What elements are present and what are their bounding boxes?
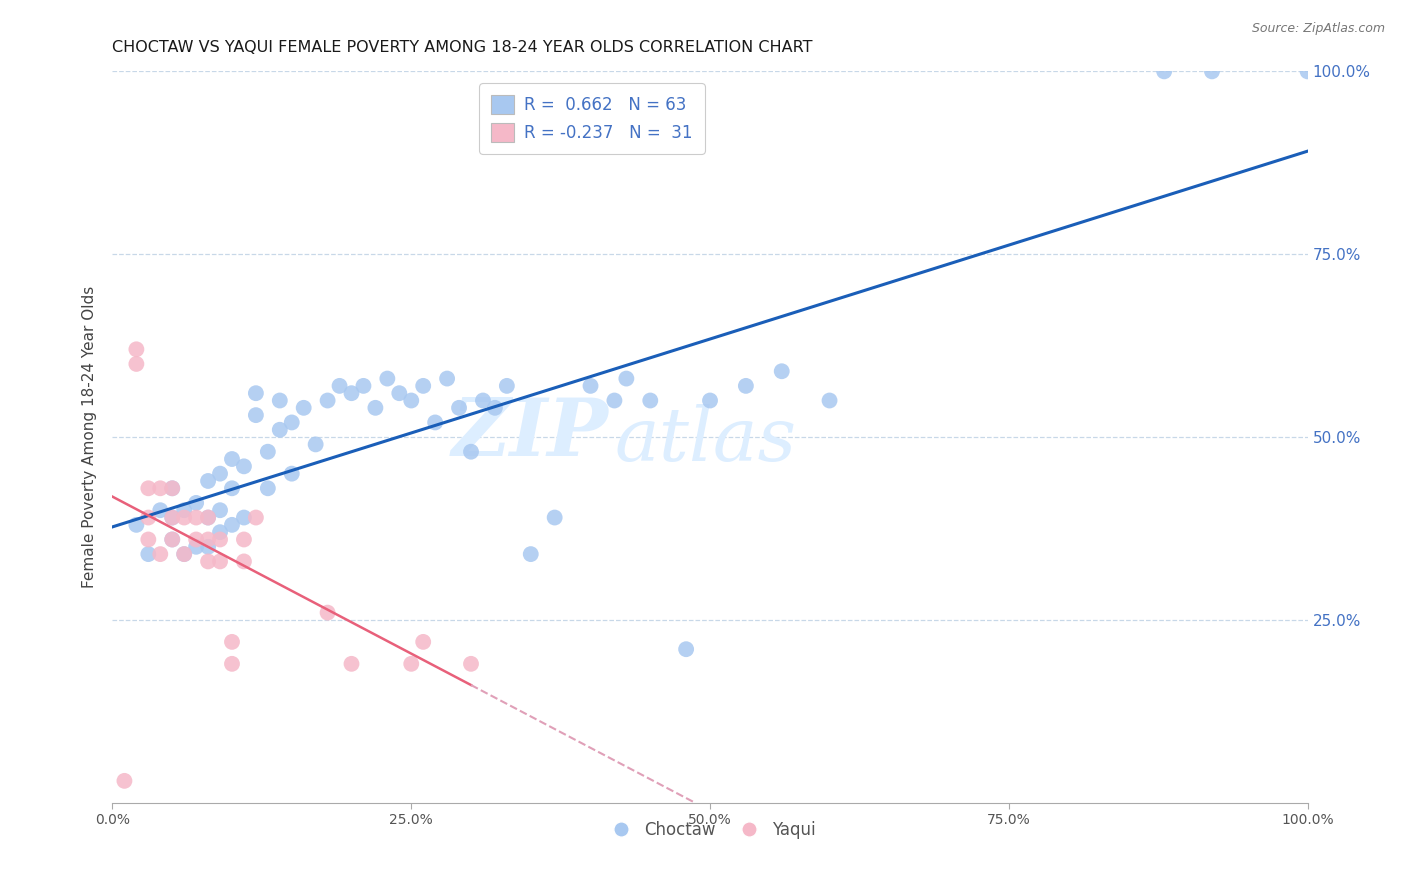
- Point: [579, 379, 602, 393]
- Point: [735, 379, 758, 393]
- Point: [209, 525, 232, 540]
- Point: [640, 393, 662, 408]
- Point: [245, 408, 267, 422]
- Point: [221, 635, 243, 649]
- Point: [221, 452, 243, 467]
- Point: [233, 554, 256, 568]
- Point: [352, 379, 374, 393]
- Point: [233, 459, 256, 474]
- Point: [221, 517, 243, 532]
- Point: [125, 517, 148, 532]
- Point: [520, 547, 543, 561]
- Point: [149, 481, 172, 495]
- Point: [292, 401, 315, 415]
- Text: CHOCTAW VS YAQUI FEMALE POVERTY AMONG 18-24 YEAR OLDS CORRELATION CHART: CHOCTAW VS YAQUI FEMALE POVERTY AMONG 18…: [112, 40, 813, 55]
- Point: [472, 393, 495, 408]
- Point: [173, 503, 195, 517]
- Point: [340, 657, 363, 671]
- Point: [162, 481, 183, 495]
- Point: [269, 393, 291, 408]
- Point: [460, 444, 482, 458]
- Point: [316, 606, 339, 620]
- Point: [149, 547, 172, 561]
- Point: [603, 393, 626, 408]
- Point: [162, 481, 183, 495]
- Point: [233, 510, 256, 524]
- Legend: Choctaw, Yaqui: Choctaw, Yaqui: [598, 814, 823, 846]
- Point: [281, 467, 304, 481]
- Text: atlas: atlas: [614, 404, 797, 477]
- Point: [162, 533, 183, 547]
- Point: [770, 364, 793, 378]
- Point: [186, 540, 208, 554]
- Point: [412, 379, 434, 393]
- Point: [281, 416, 304, 430]
- Point: [197, 540, 219, 554]
- Point: [675, 642, 697, 657]
- Point: [138, 533, 160, 547]
- Point: [138, 481, 160, 495]
- Point: [125, 343, 148, 357]
- Point: [162, 533, 183, 547]
- Point: [316, 393, 339, 408]
- Point: [329, 379, 352, 393]
- Point: [543, 510, 565, 524]
- Point: [447, 401, 470, 415]
- Point: [484, 401, 506, 415]
- Point: [125, 357, 148, 371]
- Point: [1201, 64, 1223, 78]
- Point: [186, 496, 208, 510]
- Point: [412, 635, 434, 649]
- Point: [496, 379, 519, 393]
- Point: [209, 533, 232, 547]
- Point: [173, 547, 195, 561]
- Point: [1153, 64, 1175, 78]
- Point: [221, 657, 243, 671]
- Point: [460, 657, 482, 671]
- Point: [401, 657, 423, 671]
- Point: [305, 437, 328, 451]
- Point: [233, 533, 256, 547]
- Point: [138, 547, 160, 561]
- Point: [162, 510, 183, 524]
- Point: [364, 401, 387, 415]
- Point: [197, 510, 219, 524]
- Point: [149, 503, 172, 517]
- Point: [221, 481, 243, 495]
- Point: [186, 533, 208, 547]
- Point: [401, 393, 423, 408]
- Point: [197, 533, 219, 547]
- Point: [388, 386, 411, 401]
- Point: [209, 503, 232, 517]
- Point: [209, 554, 232, 568]
- Point: [162, 510, 183, 524]
- Point: [197, 474, 219, 488]
- Point: [616, 371, 638, 385]
- Point: [340, 386, 363, 401]
- Point: [138, 510, 160, 524]
- Point: [245, 510, 267, 524]
- Point: [173, 547, 195, 561]
- Point: [269, 423, 291, 437]
- Point: [425, 416, 447, 430]
- Point: [197, 554, 219, 568]
- Point: [186, 510, 208, 524]
- Y-axis label: Female Poverty Among 18-24 Year Olds: Female Poverty Among 18-24 Year Olds: [82, 286, 97, 588]
- Point: [173, 510, 195, 524]
- Point: [436, 371, 458, 385]
- Point: [818, 393, 841, 408]
- Point: [114, 773, 135, 788]
- Point: [209, 467, 232, 481]
- Point: [245, 386, 267, 401]
- Point: [257, 444, 280, 458]
- Point: [257, 481, 280, 495]
- Text: Source: ZipAtlas.com: Source: ZipAtlas.com: [1251, 22, 1385, 36]
- Point: [1296, 64, 1319, 78]
- Text: ZIP: ZIP: [451, 394, 609, 472]
- Point: [699, 393, 721, 408]
- Point: [377, 371, 399, 385]
- Point: [197, 510, 219, 524]
